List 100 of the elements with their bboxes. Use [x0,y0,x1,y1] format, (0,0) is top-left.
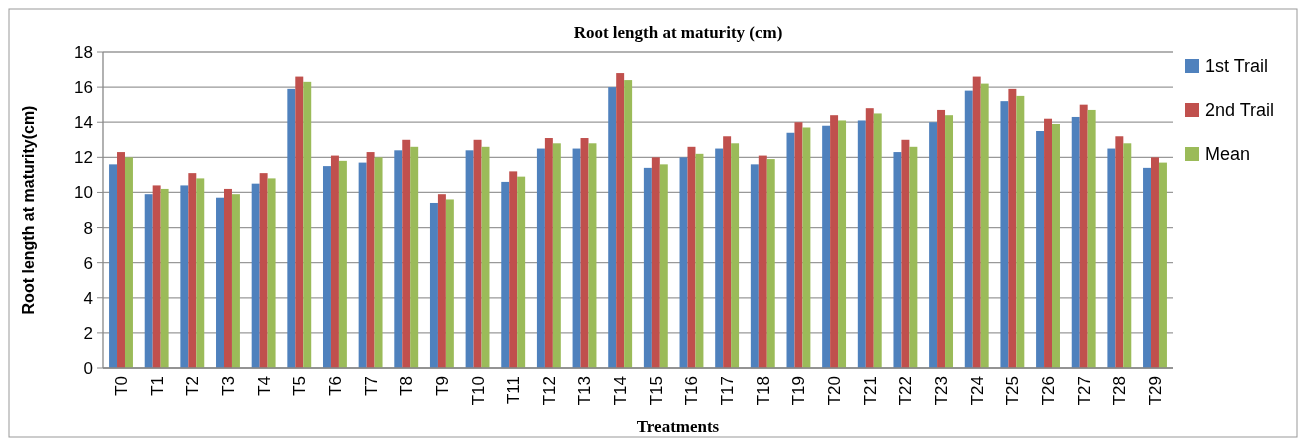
x-tick-label: T18 [753,376,773,406]
bar [1158,162,1167,368]
bar [1107,148,1116,368]
bar [536,148,545,368]
bar [1052,123,1060,368]
bar [1016,95,1025,368]
bar [1071,116,1080,368]
bar [358,162,367,368]
bar [473,139,482,368]
y-tick-label: 2 [83,323,93,343]
bar [429,202,438,368]
bar [1000,101,1009,368]
y-axis-title: Root length at maturity(cm) [20,105,37,315]
bar [758,155,767,368]
bar [608,87,617,368]
bar [865,108,874,368]
x-tick-label: T23 [932,376,952,406]
bar [330,155,339,368]
bar [616,73,625,368]
y-tick-label: 12 [74,148,93,168]
bar [223,188,232,368]
legend-label: Mean [1205,144,1251,165]
bar [964,90,973,368]
bar [1143,167,1152,368]
x-tick-label: T26 [1038,376,1058,406]
bar [901,139,910,368]
x-tick-label: T29 [1145,376,1165,406]
bar [945,115,954,368]
x-tick-label: T22 [896,376,916,406]
x-tick-label: T7 [361,376,381,396]
x-tick-label: T1 [147,376,167,396]
x-tick-label: T19 [789,376,809,406]
bar [437,194,446,368]
bar [838,120,847,368]
bar [624,80,633,368]
x-tick-label: T24 [967,376,987,406]
bar [731,143,740,368]
bar [267,178,276,368]
x-tick-label: T17 [718,376,738,406]
x-tick-label: T28 [1110,376,1130,406]
y-tick-label: 4 [83,288,93,308]
bar [830,115,839,368]
bar [1087,109,1096,368]
bar [509,171,518,368]
x-tick-label: T27 [1074,376,1094,406]
x-axis-title: Treatments [636,417,720,436]
bar [259,173,268,368]
bar [251,183,260,368]
bar [445,199,454,368]
bar [929,122,938,368]
y-tick-label: 16 [74,78,93,98]
bar [1151,157,1159,368]
bar [544,138,553,368]
bar [766,159,775,368]
bar [1044,118,1053,368]
bar [180,185,189,368]
x-tick-label: T2 [183,376,203,396]
bar [1079,104,1088,368]
y-tick-label: 6 [83,253,93,273]
bar [659,164,668,368]
x-tick-label: T11 [504,376,524,405]
legend-label: 2nd Trail [1205,100,1275,121]
x-tick-label: T6 [325,376,345,396]
bar [1115,136,1124,368]
bar [287,88,296,368]
bar [144,194,153,368]
bar [160,188,169,368]
bar [715,148,724,368]
bar [1123,143,1132,368]
bar [679,157,688,368]
chart-title: Root length at maturity (cm) [573,23,783,42]
x-tick-label: T12 [539,376,559,406]
bar [338,160,347,368]
bar [216,197,224,368]
bar [152,185,161,368]
bar [651,157,660,368]
x-tick-label: T10 [468,376,488,406]
bar [552,143,561,368]
bar [822,125,831,368]
bar [124,157,133,368]
bar [643,167,652,368]
x-tick-label: T13 [575,376,595,406]
x-tick-label: T16 [682,376,702,406]
bar [374,157,383,368]
bar [402,139,411,368]
bar [572,148,581,368]
x-tick-label: T20 [825,376,845,406]
bar [802,127,811,368]
bar [231,194,240,368]
bar [909,146,918,368]
bar [394,150,403,368]
bar [322,166,331,368]
bar [117,152,125,368]
x-tick-label: T4 [254,376,274,396]
x-tick-label: T3 [218,376,238,396]
y-tick-label: 10 [74,183,93,203]
bar [196,178,205,368]
bar [980,83,989,368]
bar [1008,88,1017,368]
bar [794,122,803,368]
